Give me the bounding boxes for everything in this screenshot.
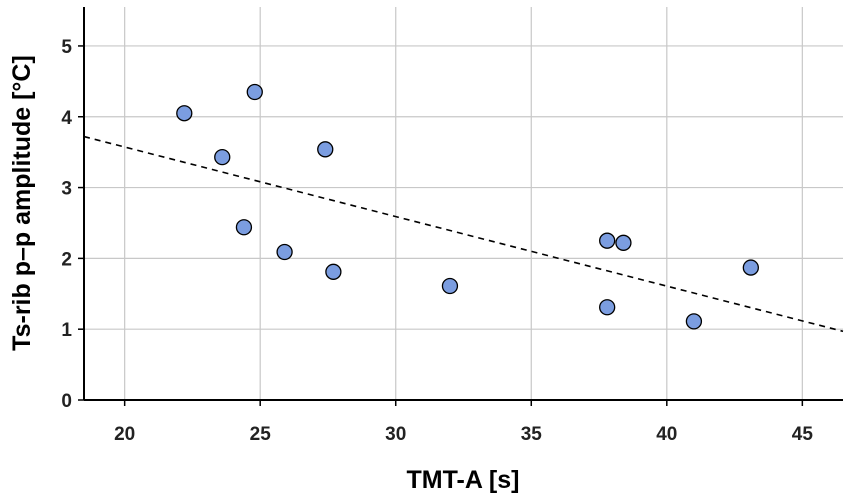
y-tick-label: 2	[61, 249, 72, 270]
axes	[83, 7, 843, 401]
grid	[84, 7, 843, 400]
y-tick-label: 4	[61, 108, 72, 129]
x-tick-label: 30	[385, 424, 406, 445]
data-point	[235, 219, 253, 236]
data-point	[685, 313, 703, 330]
data-point	[246, 83, 263, 101]
data-point	[276, 243, 293, 261]
data-point	[599, 232, 616, 249]
trend-line-group	[83, 135, 844, 333]
y-axis-label: Ts-rib p–p amplitude [°C]	[8, 55, 36, 351]
data-point	[317, 141, 334, 158]
y-tick-label: 1	[61, 320, 72, 341]
y-tick-label: 3	[61, 179, 72, 200]
x-tick-label: 35	[521, 424, 543, 445]
data-points	[176, 83, 759, 330]
data-point	[325, 263, 342, 280]
data-point	[742, 259, 759, 276]
data-point	[615, 234, 632, 251]
data-point	[441, 277, 459, 295]
y-tick-label: 5	[61, 37, 72, 58]
trend-line	[83, 135, 844, 333]
x-tick-label: 20	[114, 424, 135, 445]
data-point	[599, 299, 616, 316]
data-point	[214, 148, 231, 166]
y-tick-label: 0	[61, 391, 72, 412]
x-axis-label: TMT-A [s]	[407, 466, 520, 494]
x-tick-label: 45	[792, 424, 814, 445]
x-tick-label: 40	[656, 424, 677, 445]
x-tick-label: 25	[250, 424, 272, 445]
data-point	[176, 105, 193, 122]
